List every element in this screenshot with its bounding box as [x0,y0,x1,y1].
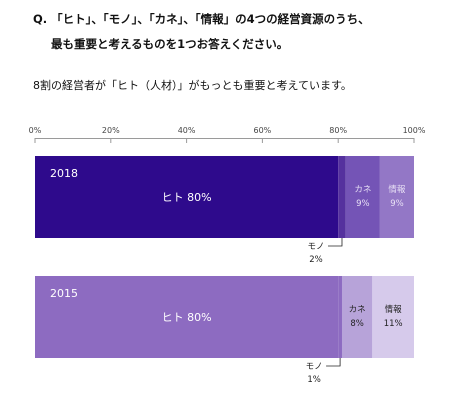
category-label-2018: 2018 [50,167,78,180]
data-label-hito-2018: ヒト 80% [162,191,212,204]
series-label-mono-2015: モノ [306,362,323,372]
data-label-kane-2015: 8% [350,319,364,329]
data-label-joho-2018: 9% [390,199,404,209]
category-label-2015: 2015 [50,287,78,300]
data-label-mono-2015: 1% [307,375,321,385]
data-label-joho-2015: 11% [384,319,403,329]
data-label-hito-2015: ヒト 80% [162,311,212,324]
x-tick-label: 60% [254,126,272,135]
x-tick-label: 20% [102,126,120,135]
bar-segment-2018-mono [338,156,346,238]
x-tick-label: 100% [403,126,426,135]
x-tick-label: 0% [29,126,42,135]
callout-line-mono-2018 [327,238,343,247]
callout-line-mono-2015 [326,358,341,367]
series-label-kane-2018: カネ [354,185,371,195]
question-title-line2: 最も重要と考えるものを1つお答えください。 [51,37,289,51]
bar-segment-2018-hito [35,156,339,238]
series-label-joho-2018: 情報 [388,184,406,195]
data-label-kane-2018: 9% [356,199,370,209]
bar-segment-2018-kane [345,156,380,238]
bar-segment-2015-joho [372,276,414,358]
finding-text: 8割の経営者が「ヒト（人材）」がもっとも重要と考えています。 [33,79,352,92]
bar-segment-2015-mono [338,276,342,358]
series-label-kane-2015: カネ [349,305,366,315]
series-label-joho-2015: 情報 [385,304,403,315]
question-title: Q. 「ヒト」、「モノ」、「カネ」、「情報」の4つの経営資源のうち、 [33,12,370,26]
data-label-mono-2018: 2% [309,255,323,265]
x-tick-label: 40% [178,126,196,135]
bar-segment-2015-kane [341,276,373,358]
x-tick-label: 80% [329,126,347,135]
series-label-mono-2018: モノ [307,242,324,252]
bar-segment-2015-hito [35,276,339,358]
bar-segment-2018-joho [379,156,414,238]
